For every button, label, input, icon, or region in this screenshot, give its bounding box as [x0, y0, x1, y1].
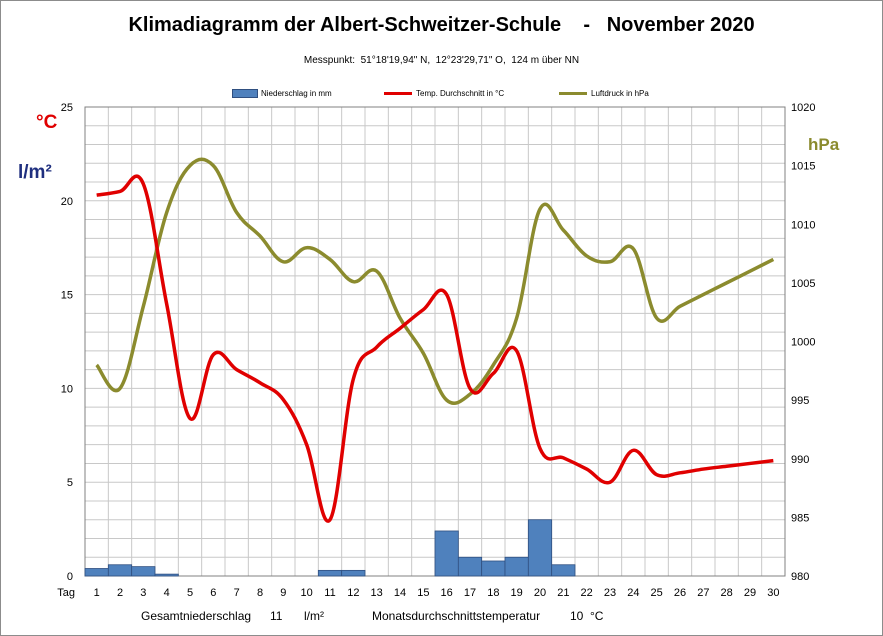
x-tick-label: 28: [721, 587, 733, 599]
x-tick-label: 11: [324, 587, 335, 599]
precip-bar: [84, 568, 109, 577]
x-tick-label: 30: [767, 587, 779, 599]
footer-precip-unit: l/m²: [304, 609, 324, 623]
x-tick-label: 5: [187, 587, 193, 599]
y-right-tick-label: 995: [791, 395, 809, 407]
x-tick-label: 13: [371, 587, 383, 599]
precip-bar: [341, 569, 366, 577]
x-tick-label: 17: [464, 587, 476, 599]
x-tick-label: 21: [557, 587, 569, 599]
y-right-tick-label: 980: [791, 571, 809, 583]
x-tick-label: 19: [511, 587, 523, 599]
y-right-tick-label: 1020: [791, 102, 815, 114]
y-left-tick-label: 10: [61, 383, 73, 395]
pressure-unit-label: hPa: [808, 135, 840, 154]
x-tick-label: 7: [234, 587, 240, 599]
y-right-tick-label: 990: [791, 454, 809, 466]
x-tick-label: 4: [164, 587, 170, 599]
legend-label-temperature: Temp. Durchschnitt in °C: [416, 89, 505, 98]
precip-bar: [551, 564, 576, 577]
y-right-tick-label: 1010: [791, 219, 815, 231]
precipitation-unit-label: l/m²: [18, 162, 52, 183]
x-tick-label: 8: [257, 587, 263, 599]
chart-subtitle: Messpunkt: 51°18'19,94" N, 12°23'29,71" …: [303, 55, 580, 66]
x-tick-label: 16: [441, 587, 453, 599]
precip-bar: [527, 519, 553, 577]
x-tick-label: 22: [581, 587, 593, 599]
precip-bar: [317, 569, 343, 577]
legend-item-temperature: Temp. Durchschnitt in °C: [384, 89, 504, 98]
legend-swatch-pressure: [559, 92, 587, 95]
x-tick-label: 6: [210, 587, 216, 599]
x-tick-label: 18: [487, 587, 499, 599]
precip-bar: [481, 560, 506, 577]
footer-precip-label: Gesamtniederschlag: [141, 609, 252, 623]
precip-bar: [131, 566, 156, 577]
x-tick-label: 12: [347, 587, 359, 599]
y-left-tick-label: 15: [61, 290, 73, 302]
temperature-unit-label: °C: [36, 112, 58, 133]
y-left-tick-label: 25: [61, 102, 73, 114]
x-tick-label: 9: [280, 587, 286, 599]
legend-label-precipitation: Niederschlag in mm: [261, 89, 332, 98]
x-tick-label: 3: [140, 587, 146, 599]
precip-bar: [434, 530, 459, 577]
x-tick-label: 10: [301, 587, 313, 599]
x-tick-label: 29: [744, 587, 756, 599]
footer-precip-value: 11: [270, 609, 283, 623]
y-right-tick-label: 985: [791, 512, 809, 524]
footer-temp-unit: °C: [590, 609, 604, 623]
footer-temp-label: Monatsdurchschnittstemperatur: [372, 609, 541, 623]
legend-item-precipitation: Niederschlag in mm: [232, 89, 332, 98]
x-tick-label: 1: [94, 587, 100, 599]
chart-title: Klimadiagramm der Albert-Schweitzer-Schu…: [128, 14, 755, 36]
precip-bar: [457, 556, 483, 577]
y-left-tick-label: 5: [67, 477, 73, 489]
legend-swatch-precipitation: [232, 89, 258, 98]
x-tick-label: 25: [651, 587, 663, 599]
legend-item-pressure: Luftdruck in hPa: [559, 89, 649, 98]
x-tick-label: 15: [417, 587, 429, 599]
x-tick-label: 27: [697, 587, 709, 599]
precip-bar: [154, 573, 179, 577]
x-axis-prefix: Tag: [57, 587, 75, 599]
x-tick-label: 20: [534, 587, 546, 599]
x-tick-label: 2: [117, 587, 123, 599]
footer-temp-value: 10: [570, 609, 584, 623]
y-right-tick-label: 1005: [791, 278, 815, 290]
y-left-tick-label: 0: [67, 571, 73, 583]
x-tick-label: 24: [627, 587, 639, 599]
x-tick-label: 14: [394, 587, 406, 599]
y-left-tick-label: 20: [61, 196, 73, 208]
legend-label-pressure: Luftdruck in hPa: [591, 89, 649, 98]
precip-bar: [504, 556, 529, 577]
temperature-line: [96, 174, 774, 523]
pressure-line: [95, 157, 775, 405]
precip-bar: [107, 564, 133, 577]
y-right-tick-label: 1000: [791, 337, 815, 349]
x-tick-label: 23: [604, 587, 616, 599]
legend-swatch-temperature: [384, 92, 412, 95]
y-right-tick-label: 1015: [791, 161, 815, 173]
x-tick-label: 26: [674, 587, 686, 599]
